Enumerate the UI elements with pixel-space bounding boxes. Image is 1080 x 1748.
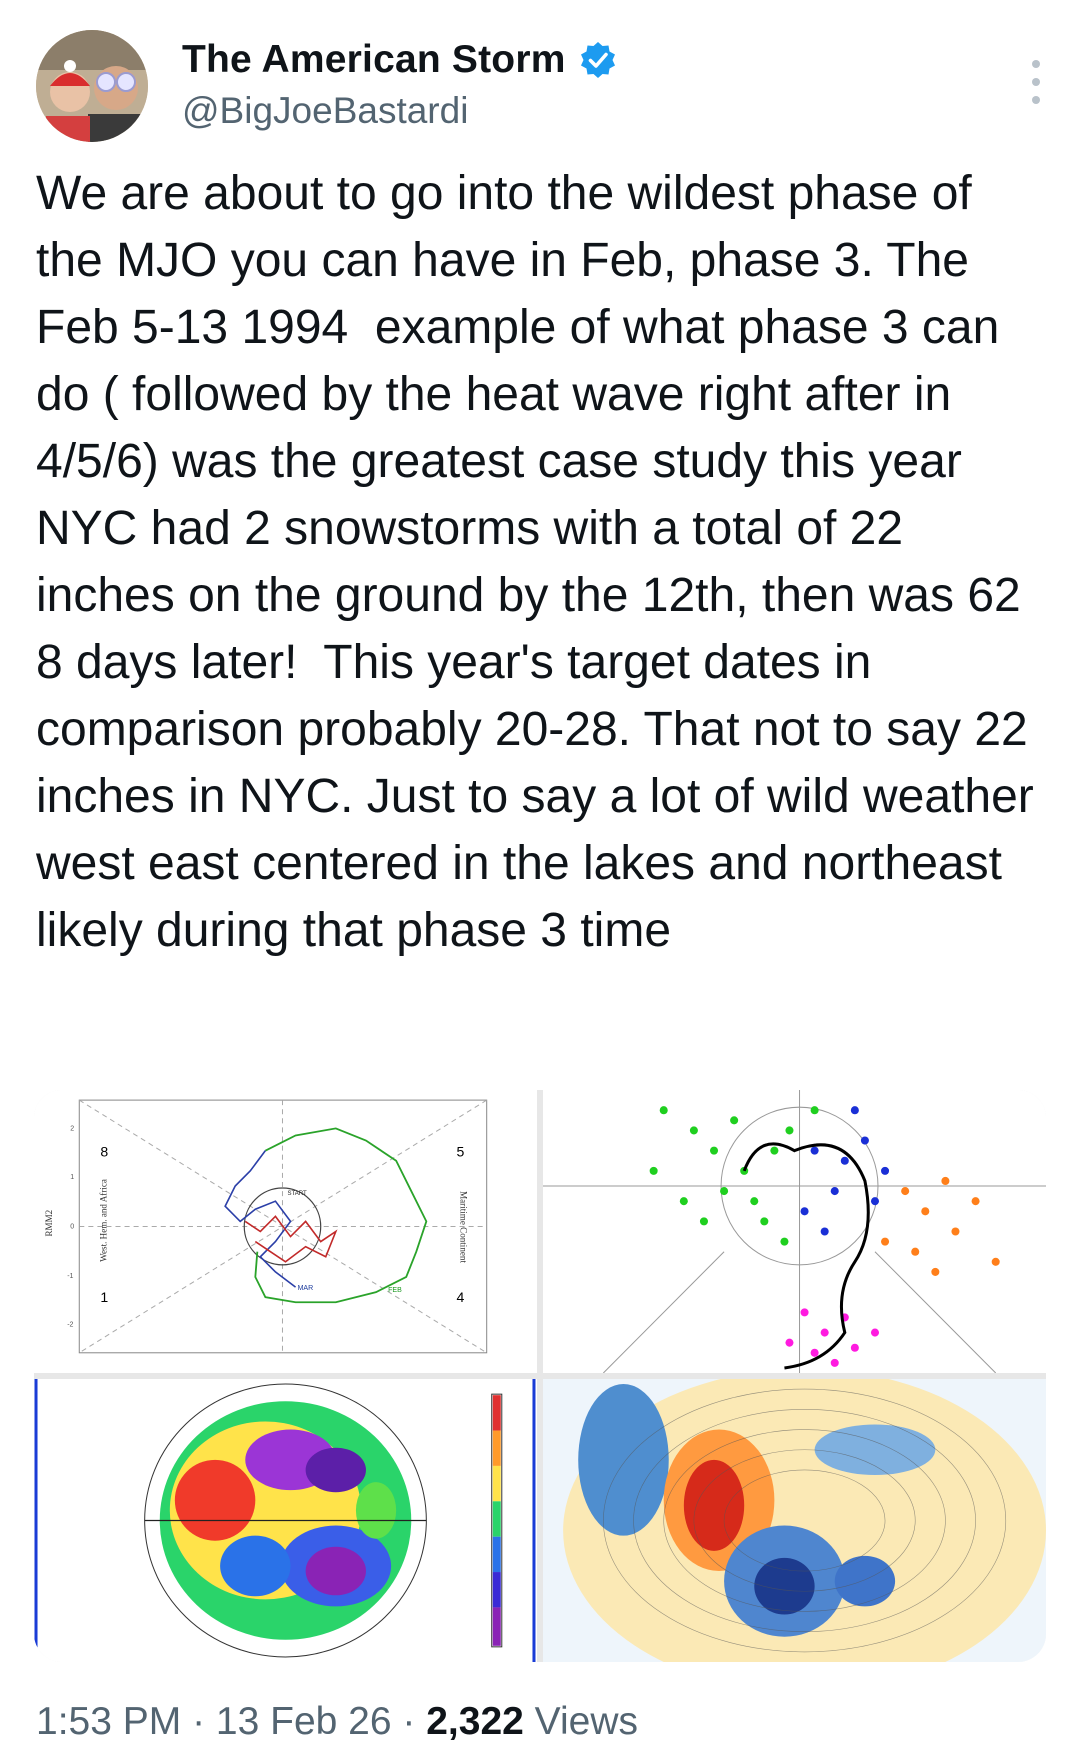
mar-label: MAR xyxy=(298,1285,314,1292)
tweet-text: We are about to go into the wildest phas… xyxy=(36,167,1048,957)
tick-label: 0 xyxy=(70,1223,74,1230)
views-label: Views xyxy=(523,1700,639,1743)
tick-label: 1 xyxy=(70,1174,74,1181)
phase-label-5: 5 xyxy=(457,1144,465,1160)
author-handle[interactable]: @BigJoeBastardi xyxy=(182,90,469,131)
region-label-left: West. Hem. and Africa xyxy=(98,1179,108,1262)
scatter-points-magenta xyxy=(785,1308,880,1367)
views-count: 2,322 xyxy=(426,1700,524,1743)
tick-label: 2 xyxy=(70,1125,74,1132)
media-grid: 2 1 0 -1 -2 RMM2 West. Hem. and Africa M… xyxy=(34,1090,1046,1662)
media-image-mjo-scatter[interactable] xyxy=(543,1090,1046,1373)
start-label: START xyxy=(288,1191,308,1197)
name-row: The American Storm xyxy=(182,38,618,82)
verified-badge-icon xyxy=(580,42,615,78)
tick-label: -2 xyxy=(67,1321,73,1328)
avatar[interactable] xyxy=(36,30,148,142)
contour-lines xyxy=(603,1388,1007,1653)
phase-label-8: 8 xyxy=(100,1144,108,1160)
phase-label-1: 1 xyxy=(100,1289,108,1305)
separator: · xyxy=(391,1700,427,1743)
scatter-points-green xyxy=(649,1106,819,1246)
scatter-points-orange xyxy=(881,1176,1000,1276)
scatter-points-blue xyxy=(800,1106,890,1236)
axis-label: RMM2 xyxy=(44,1209,54,1236)
tweet-time[interactable]: 1:53 PM xyxy=(36,1700,182,1743)
tweet-header: The American Storm @BigJoeBastardi xyxy=(36,30,1046,150)
media-image-mjo-phase-diagram[interactable]: 2 1 0 -1 -2 RMM2 West. Hem. and Africa M… xyxy=(34,1090,537,1373)
phase-label-4: 4 xyxy=(457,1289,465,1305)
tweet-date[interactable]: 13 Feb 26 xyxy=(215,1700,392,1743)
separator: · xyxy=(181,1700,216,1743)
more-options-icon[interactable] xyxy=(1026,52,1046,112)
composite-track xyxy=(742,1142,870,1370)
tick-label: -1 xyxy=(67,1273,73,1280)
media-image-height-anomaly-map[interactable] xyxy=(543,1379,1046,1662)
region-label-right: Maritime Continent xyxy=(459,1191,469,1263)
media-image-polar-anomaly-map[interactable] xyxy=(34,1379,537,1662)
author-name[interactable]: The American Storm xyxy=(182,38,566,81)
tweet-meta: 1:53 PM · 13 Feb 26 · 2,322 Views xyxy=(36,1700,638,1744)
feb-label: FEB xyxy=(388,1287,402,1294)
